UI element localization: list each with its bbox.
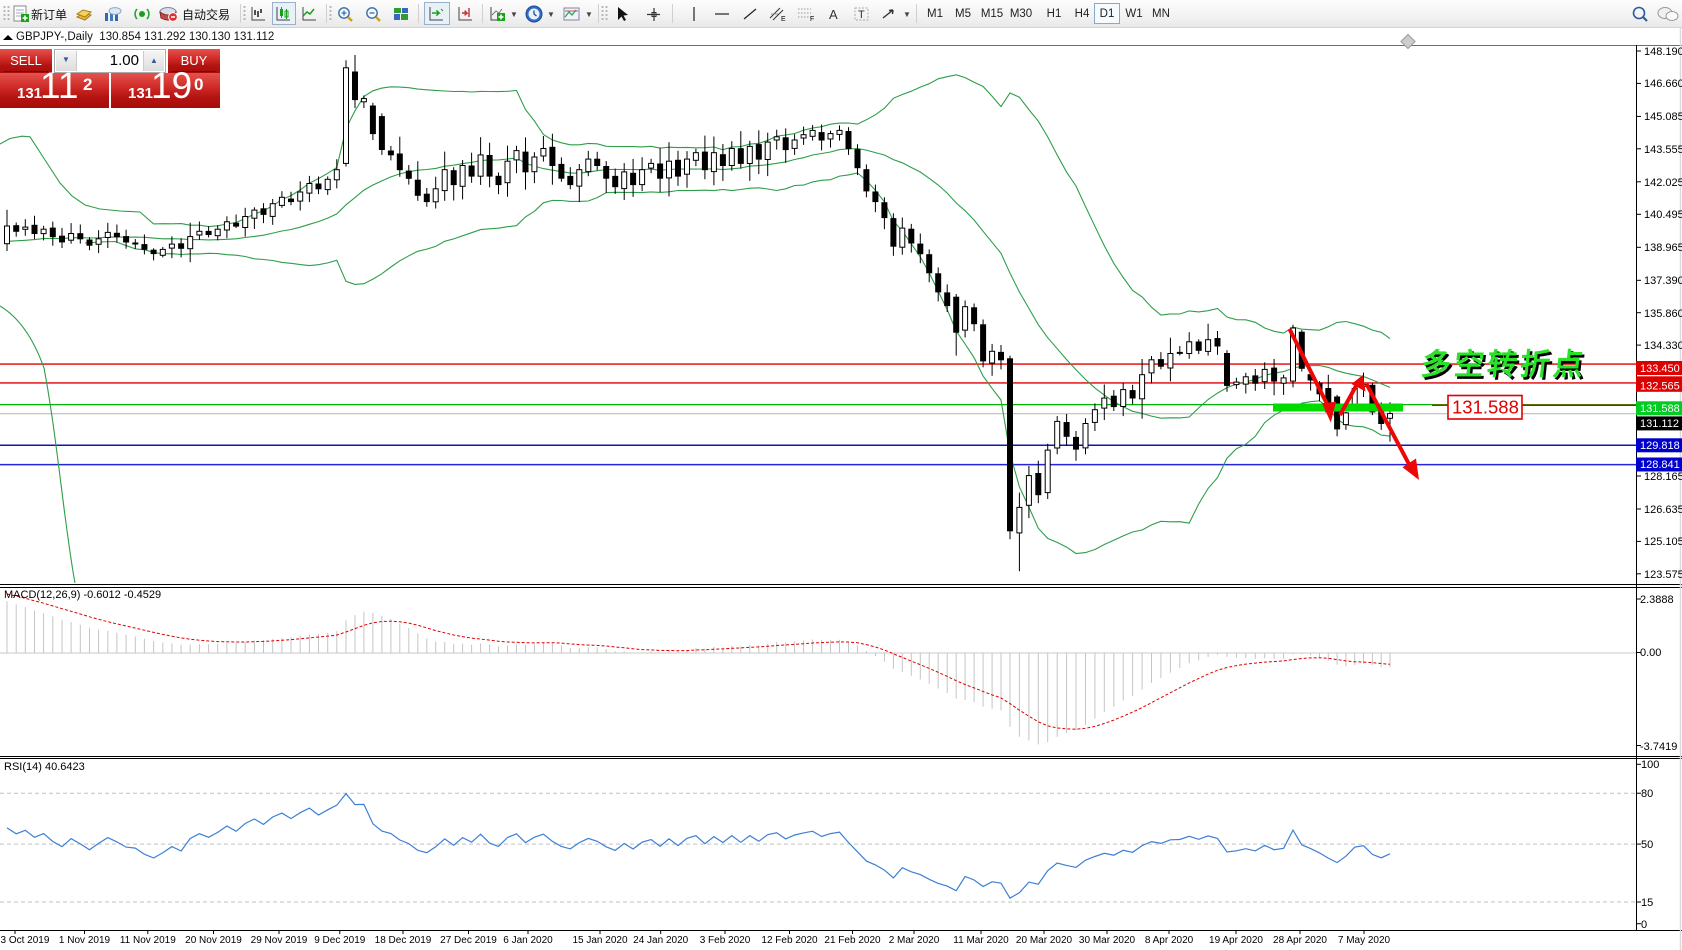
svg-text:135.860: 135.860 [1644, 308, 1682, 320]
svg-text:9 Dec 2019: 9 Dec 2019 [314, 935, 366, 946]
svg-text:0: 0 [1641, 919, 1647, 931]
svg-text:0.00: 0.00 [1640, 647, 1661, 659]
svg-text:148.190: 148.190 [1644, 46, 1682, 58]
svg-text:131.588: 131.588 [1640, 403, 1680, 415]
svg-text:多空转折点: 多空转折点 [1419, 349, 1587, 382]
svg-text:50: 50 [1641, 839, 1653, 851]
svg-text:145.085: 145.085 [1644, 111, 1682, 123]
svg-text:T: T [858, 9, 865, 21]
svg-text:128.165: 128.165 [1644, 471, 1682, 483]
svg-text:126.635: 126.635 [1644, 504, 1682, 516]
svg-text:2 Mar 2020: 2 Mar 2020 [889, 935, 940, 946]
svg-text:29 Nov 2019: 29 Nov 2019 [251, 935, 308, 946]
svg-text:134.330: 134.330 [1644, 340, 1682, 352]
svg-text:133.450: 133.450 [1640, 363, 1680, 375]
svg-text:100: 100 [1641, 759, 1659, 771]
svg-text:80: 80 [1641, 788, 1653, 800]
svg-text:6 Jan 2020: 6 Jan 2020 [503, 935, 553, 946]
svg-text:27 Dec 2019: 27 Dec 2019 [440, 935, 497, 946]
svg-text:138.965: 138.965 [1644, 242, 1682, 254]
svg-text:125.105: 125.105 [1644, 536, 1682, 548]
svg-text:15: 15 [1641, 897, 1653, 909]
svg-text:28 Apr 2020: 28 Apr 2020 [1273, 935, 1327, 946]
svg-text:143.555: 143.555 [1644, 144, 1682, 156]
svg-text:129.818: 129.818 [1640, 440, 1680, 452]
svg-text:21 Feb 2020: 21 Feb 2020 [824, 935, 881, 946]
svg-text:F: F [810, 16, 814, 23]
svg-text:146.660: 146.660 [1644, 78, 1682, 90]
svg-text:1 Nov 2019: 1 Nov 2019 [59, 935, 111, 946]
svg-text:8 Apr 2020: 8 Apr 2020 [1145, 935, 1194, 946]
svg-text:3 Oct 2019: 3 Oct 2019 [1, 935, 50, 946]
svg-text:RSI(14) 40.6423: RSI(14) 40.6423 [4, 761, 85, 773]
svg-text:2.3888: 2.3888 [1640, 594, 1674, 606]
svg-text:131.588: 131.588 [1452, 397, 1519, 418]
svg-text:24 Jan 2020: 24 Jan 2020 [633, 935, 688, 946]
svg-text:-3.7419: -3.7419 [1640, 741, 1677, 753]
svg-text:132.565: 132.565 [1640, 381, 1680, 393]
svg-text:11 Nov 2019: 11 Nov 2019 [120, 935, 176, 946]
svg-text:30 Mar 2020: 30 Mar 2020 [1079, 935, 1136, 946]
svg-text:140.495: 140.495 [1644, 209, 1682, 221]
svg-text:3 Feb 2020: 3 Feb 2020 [700, 935, 751, 946]
svg-text:A: A [829, 7, 838, 22]
svg-text:19 Apr 2020: 19 Apr 2020 [1209, 935, 1263, 946]
svg-text:12 Feb 2020: 12 Feb 2020 [761, 935, 818, 946]
svg-text:20 Mar 2020: 20 Mar 2020 [1016, 935, 1073, 946]
svg-text:128.841: 128.841 [1640, 459, 1680, 471]
svg-text:7 May 2020: 7 May 2020 [1338, 935, 1391, 946]
svg-text:123.575: 123.575 [1644, 569, 1682, 581]
svg-text:20 Nov 2019: 20 Nov 2019 [185, 935, 242, 946]
svg-text:131.112: 131.112 [1640, 418, 1679, 430]
svg-text:15 Jan 2020: 15 Jan 2020 [572, 935, 627, 946]
svg-text:142.025: 142.025 [1644, 177, 1682, 189]
svg-text:E: E [781, 16, 786, 23]
svg-text:多空转折点: 多空转折点 [1422, 351, 1590, 384]
svg-text:11 Mar 2020: 11 Mar 2020 [953, 935, 1009, 946]
svg-text:MACD(12,26,9) -0.6012 -0.4529: MACD(12,26,9) -0.6012 -0.4529 [4, 589, 161, 601]
svg-text:137.390: 137.390 [1644, 275, 1682, 287]
svg-text:18 Dec 2019: 18 Dec 2019 [375, 935, 432, 946]
